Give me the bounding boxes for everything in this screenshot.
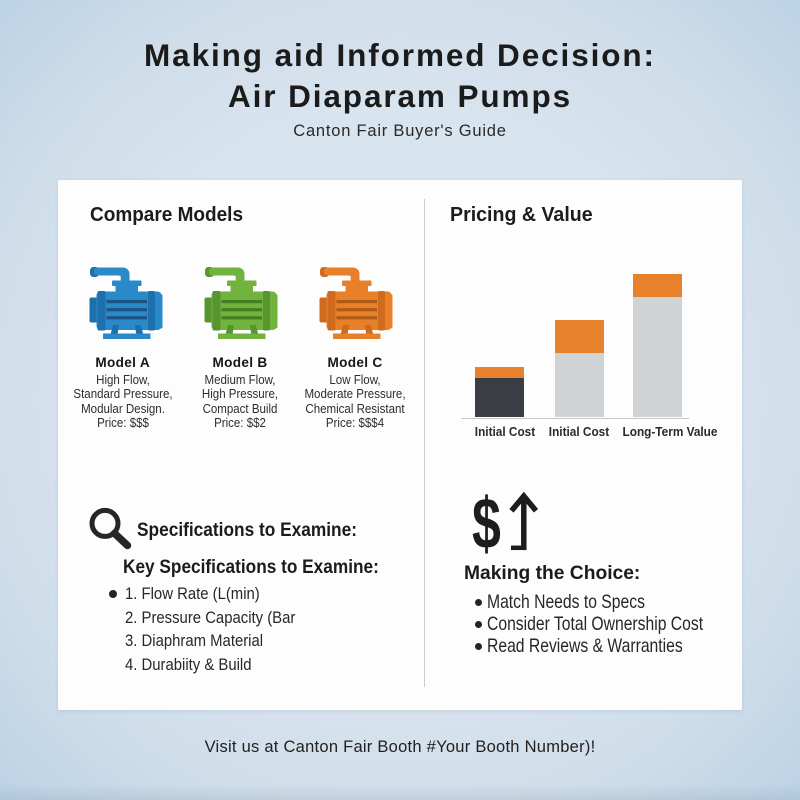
svg-text:$: $ [472, 487, 501, 559]
